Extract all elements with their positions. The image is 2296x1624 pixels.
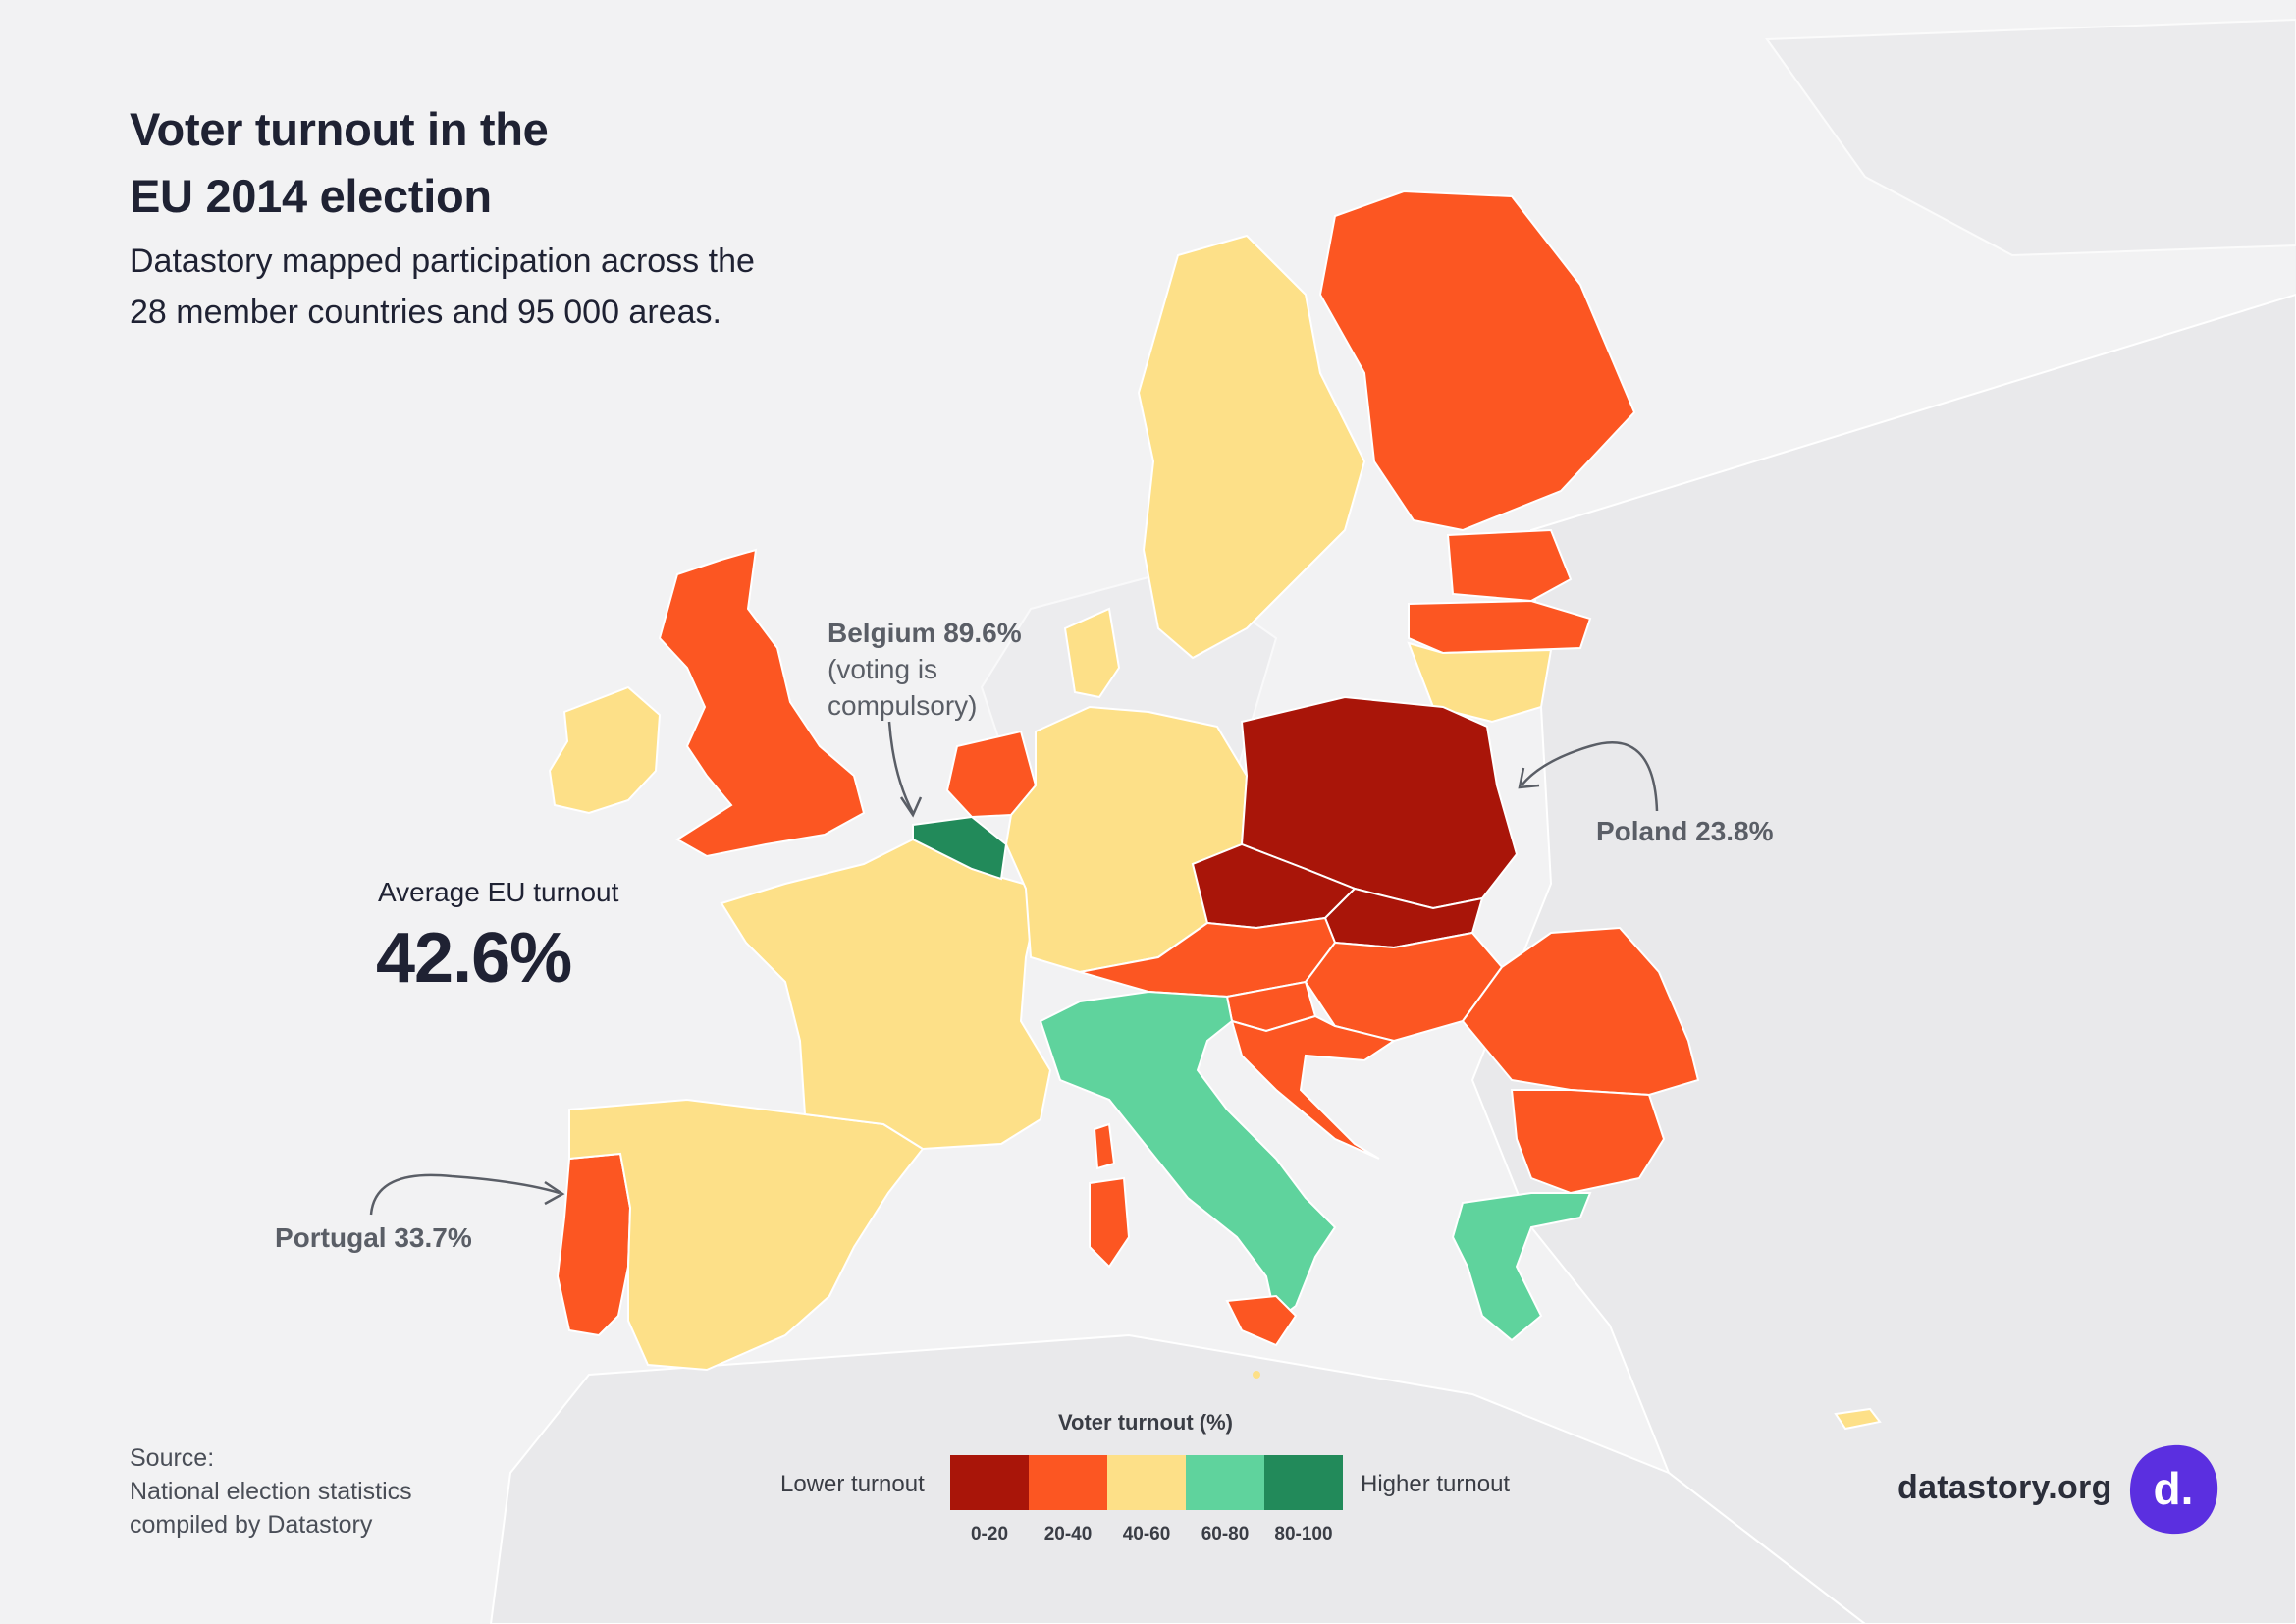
poland-arrowhead [1518, 767, 1540, 789]
source-label: Source: [130, 1444, 215, 1472]
legend-tick-80-100: 80-100 [1274, 1524, 1333, 1544]
bulgaria-region [1510, 1089, 1666, 1195]
ireland-region [548, 685, 662, 815]
sicily-region [1225, 1294, 1298, 1347]
legend-ticks: 0-20 20-40 40-60 60-80 80-100 [950, 1524, 1343, 1545]
finland-region [1318, 189, 1636, 532]
legend-swatch-80-100 [1264, 1455, 1343, 1510]
legend-tick-60-80: 60-80 [1201, 1524, 1250, 1544]
legend-tick-0-20: 0-20 [970, 1524, 1009, 1544]
average-value: 42.6% [376, 919, 572, 998]
subtitle-line-2: 28 member countries and 95 000 areas. [130, 294, 721, 331]
belgium-arrowhead [899, 796, 923, 818]
average-label: Average EU turnout [378, 877, 619, 907]
denmark-region [1063, 607, 1121, 699]
source-line-2: National election statistics [130, 1478, 412, 1505]
france-region [720, 838, 1052, 1151]
estonia-region [1446, 528, 1573, 603]
datastory-logo-icon: d. [2129, 1444, 2218, 1535]
latvia-region [1408, 599, 1592, 655]
sweden-region [1137, 234, 1366, 660]
logo-letter: d. [2154, 1463, 2194, 1514]
malta-region [1253, 1371, 1260, 1379]
legend-color-bar [950, 1455, 1343, 1510]
poland-callout: Poland 23.8% [1596, 816, 1774, 846]
belgium-callout-title: Belgium 89.6% [828, 618, 1022, 648]
title-line-1: Voter turnout in the [130, 103, 549, 155]
legend-tick-20-40: 20-40 [1043, 1524, 1093, 1544]
belgium-arrow [887, 721, 915, 814]
legend-swatch-20-40 [1029, 1455, 1107, 1510]
subtitle-line-1: Datastory mapped participation across th… [130, 243, 755, 280]
legend-high-label: Higher turnout [1361, 1471, 1511, 1497]
source-line-3: compiled by Datastory [130, 1511, 373, 1539]
poland-arrow [1521, 741, 1659, 812]
source-note: Source: National election statistics com… [130, 1441, 412, 1542]
portugal-arrowhead [544, 1180, 565, 1206]
belgium-callout: Belgium 89.6% (voting is compulsory) [828, 615, 1022, 724]
cyprus-region [1834, 1407, 1882, 1431]
italy-region [1039, 990, 1337, 1323]
uk-region [658, 548, 866, 858]
legend-swatch-0-20 [950, 1455, 1029, 1510]
legend-tick-40-60: 40-60 [1122, 1524, 1171, 1544]
legend-swatch-40-60 [1107, 1455, 1186, 1510]
greece-region [1451, 1192, 1592, 1342]
corsica-region [1093, 1122, 1116, 1170]
page-subtitle: Datastory mapped participation across th… [130, 236, 755, 338]
portugal-region [556, 1152, 632, 1337]
title-line-2: EU 2014 election [130, 170, 492, 222]
portugal-callout: Portugal 33.7% [275, 1222, 472, 1253]
legend-low-label: Lower turnout [780, 1471, 925, 1497]
legend-title: Voter turnout (%) [1058, 1410, 1234, 1435]
belgium-callout-note-2: compulsory) [828, 690, 978, 721]
portugal-arrow [369, 1173, 561, 1216]
romania-region [1461, 926, 1700, 1097]
croatia-region [1230, 1014, 1397, 1160]
page-title: Voter turnout in the EU 2014 election [130, 96, 549, 230]
brand-site[interactable]: datastory.org [1897, 1469, 2112, 1506]
callout-arrows [369, 721, 1659, 1216]
belgium-callout-note-1: (voting is [828, 654, 938, 684]
legend-swatch-60-80 [1186, 1455, 1264, 1510]
sardinia-region [1089, 1176, 1131, 1269]
